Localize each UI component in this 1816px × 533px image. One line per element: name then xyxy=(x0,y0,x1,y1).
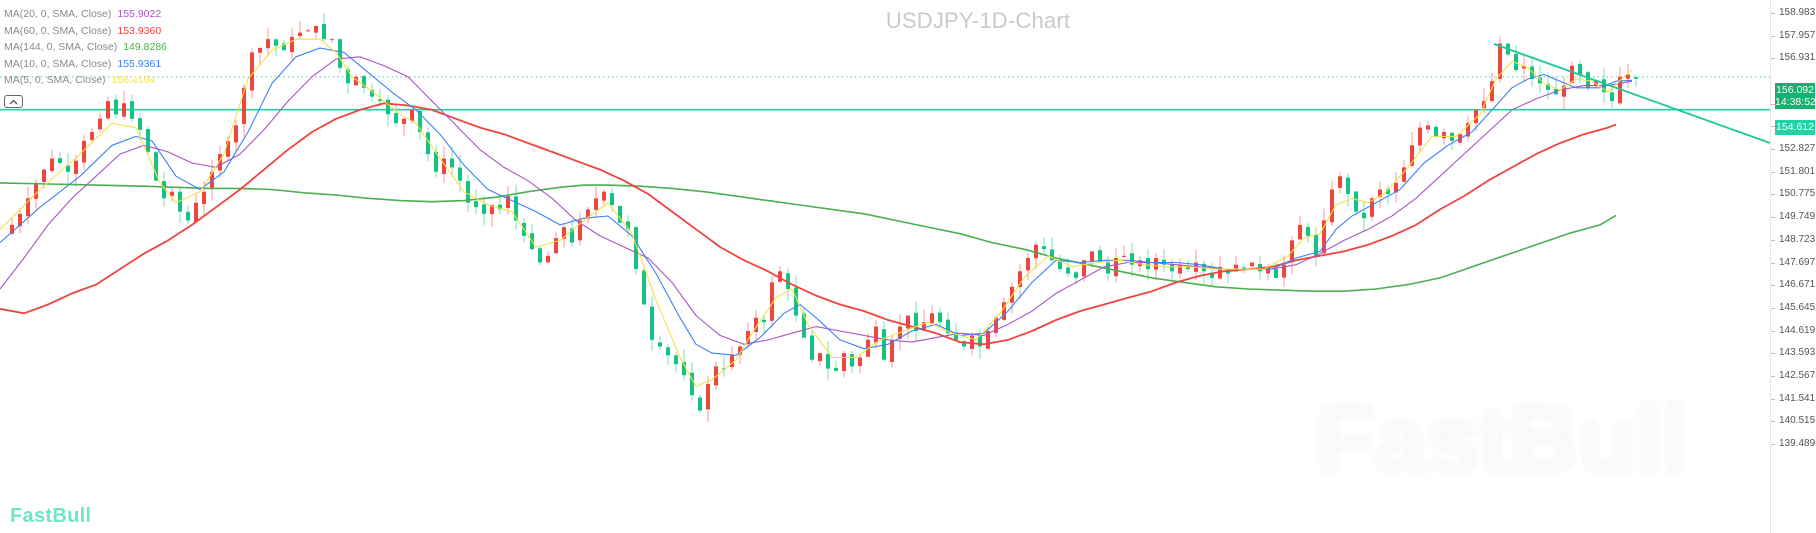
tick-mark xyxy=(1771,398,1775,400)
tick-mark xyxy=(1771,307,1775,309)
candles xyxy=(10,12,1638,423)
line-ma144 xyxy=(0,182,1617,293)
tick-mark xyxy=(1771,375,1775,377)
candle-countdown: 14:38:52 xyxy=(1775,96,1816,108)
tick-mark xyxy=(1771,13,1775,14)
tick-mark xyxy=(1771,126,1775,128)
line-ma5 xyxy=(0,38,1633,387)
tick-label: 140.515 xyxy=(1779,415,1816,427)
tick-label: 141.541 xyxy=(1779,392,1816,404)
tick-mark xyxy=(1771,58,1775,60)
tick-mark xyxy=(1771,103,1775,105)
tick-label: 152.827 xyxy=(1779,143,1816,155)
tick-label: 147.697 xyxy=(1779,256,1816,268)
tick-mark xyxy=(1771,171,1775,173)
tick-mark xyxy=(1771,285,1775,287)
legend-label: MA(5, 0, SMA, Close) xyxy=(4,74,106,86)
legend-ma144[interactable]: MA(144, 0, SMA, Close) 149.8286 xyxy=(4,39,167,56)
tick-mark xyxy=(1771,217,1775,219)
horizontal-line-price-tag: 154.612 xyxy=(1775,120,1815,135)
tick-mark xyxy=(1771,239,1775,241)
price-axis[interactable]: 158.983157.957156.931154.878153.853152.8… xyxy=(1770,0,1816,533)
tick-mark xyxy=(1771,330,1775,332)
tick-label: 146.671 xyxy=(1779,279,1816,291)
tick-mark xyxy=(1771,35,1775,37)
legend-label: MA(10, 0, SMA, Close) xyxy=(4,57,112,70)
tick-label: 144.619 xyxy=(1779,324,1816,336)
tick-mark xyxy=(1771,353,1775,355)
tick-label: 148.723 xyxy=(1779,233,1816,245)
tick-label: 149.749 xyxy=(1779,211,1816,223)
legend-collapse-button[interactable] xyxy=(4,95,23,108)
tick-label: 157.957 xyxy=(1779,29,1816,41)
legend-ma10[interactable]: MA(10, 0, SMA, Close) 155.9361 xyxy=(4,56,167,73)
tick-label: 150.775 xyxy=(1779,188,1816,200)
chevron-up-icon xyxy=(9,99,18,104)
tick-label: 145.645 xyxy=(1779,301,1816,313)
line-ma10 xyxy=(0,47,1633,356)
tick-label: 151.801 xyxy=(1779,165,1816,177)
tick-label: 143.593 xyxy=(1779,347,1816,359)
current-price-value: 156.092 xyxy=(1776,84,1814,96)
legend-label: MA(144, 0, SMA, Close) xyxy=(4,41,118,53)
legend-ma60[interactable]: MA(60, 0, SMA, Close) 153.9360 xyxy=(4,23,167,40)
tick-mark xyxy=(1771,444,1775,445)
legend-value: 149.8286 xyxy=(123,41,167,53)
tick-label: 156.931 xyxy=(1779,52,1816,64)
tick-mark xyxy=(1771,149,1775,151)
legend-value: 155.9022 xyxy=(117,8,162,20)
legend-label: MA(60, 0, SMA, Close) xyxy=(4,24,112,37)
line-ma60 xyxy=(0,102,1617,346)
legend-value: 155.9361 xyxy=(117,57,162,70)
legend-value: 153.9360 xyxy=(117,24,162,37)
tick-label: 139.489 xyxy=(1779,438,1816,449)
fastbull-logo: FastBull xyxy=(10,505,92,527)
legend-value: 156.4104 xyxy=(111,74,156,86)
line-ma20 xyxy=(0,56,1633,345)
tick-label: 142.567 xyxy=(1779,369,1816,381)
trendline[interactable] xyxy=(1493,43,1770,144)
legend-ma20[interactable]: MA(20, 0, SMA, Close) 155.9022 xyxy=(4,6,167,23)
current-price-tag: 156.092 14:38:52 xyxy=(1775,83,1816,109)
indicator-legend: MA(20, 0, SMA, Close) 155.9022 MA(60, 0, … xyxy=(4,6,167,89)
tick-mark xyxy=(1771,421,1775,423)
price-plot[interactable] xyxy=(0,0,1770,533)
tick-label: 158.983 xyxy=(1779,7,1816,18)
tick-mark xyxy=(1771,194,1775,196)
legend-ma5[interactable]: MA(5, 0, SMA, Close) 156.4104 xyxy=(4,72,167,89)
tick-mark xyxy=(1771,262,1775,264)
legend-label: MA(20, 0, SMA, Close) xyxy=(4,8,112,20)
